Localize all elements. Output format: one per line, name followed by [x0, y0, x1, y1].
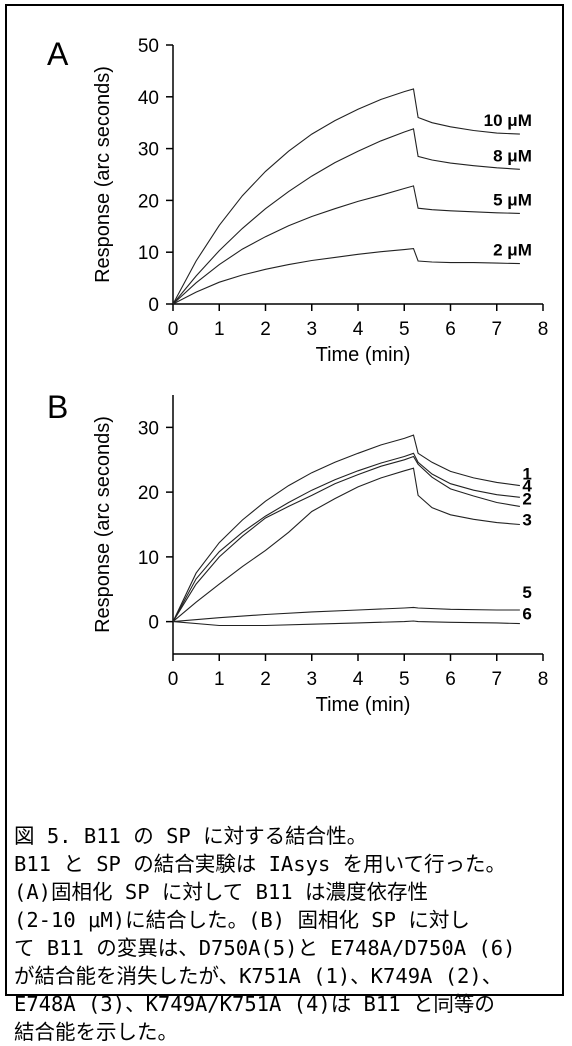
series-line-2uM: [172, 248, 520, 305]
y-tick-label: 30: [138, 418, 159, 439]
x-tick-label: 6: [445, 669, 456, 690]
figure-frame: [5, 4, 564, 996]
panel-b-y-axis-label: Response (arc seconds): [92, 416, 114, 633]
x-tick-label: 5: [399, 319, 410, 340]
x-tick-label: 6: [445, 319, 456, 340]
panel-b-letter: B: [47, 389, 68, 425]
series-label: 5: [522, 583, 531, 602]
series-label: 6: [522, 605, 531, 624]
series-label: 2: [522, 489, 531, 508]
series-line-4: [172, 452, 520, 622]
series-label: 1: [522, 465, 531, 484]
series-line-2: [172, 455, 520, 622]
panel-b-x-axis-label: Time (min): [316, 694, 411, 716]
series-line-8uM: [172, 128, 520, 305]
series-line-6: [172, 620, 520, 627]
caption-line: (2-10 μM)に結合した。(B) 固相化 SP に対し: [14, 908, 470, 932]
panel-b-chart: B Response (arc seconds) Time (min) 0102…: [47, 389, 548, 716]
y-tick-label: 10: [138, 243, 159, 264]
y-tick-label: 30: [138, 140, 159, 161]
x-tick-label: 1: [214, 669, 225, 690]
caption-line: (A)固相化 SP に対して B11 は濃度依存性: [14, 880, 428, 904]
series-line-1: [172, 434, 520, 622]
figure-canvas: A Response (arc seconds) Time (min) 0102…: [47, 36, 548, 716]
series-label: 8 μM: [493, 146, 532, 165]
caption-line: が結合能を消失したが、K751A (1)、K749A (2)、: [14, 964, 503, 988]
figure-caption: 図 5. B11 の SP に対する結合性。 B11 と SP の結合実験は I…: [14, 822, 554, 1046]
x-tick-label: 0: [168, 319, 179, 340]
series-label: 3: [522, 511, 531, 530]
y-tick-label: 50: [138, 36, 159, 57]
caption-line: 図 5. B11 の SP に対する結合性。: [14, 824, 368, 848]
series-line-10uM: [172, 88, 520, 305]
x-tick-label: 1: [214, 319, 225, 340]
caption-line: 結合能を示した。: [14, 1020, 178, 1044]
y-tick-label: 0: [148, 613, 159, 634]
x-tick-label: 8: [538, 669, 549, 690]
x-tick-label: 5: [399, 669, 410, 690]
series-label: 4: [522, 476, 532, 495]
series-label: 2 μM: [493, 241, 532, 260]
x-tick-label: 8: [538, 319, 549, 340]
caption-line: B11 と SP の結合実験は IAsys を用いて行った。: [14, 852, 507, 876]
series-label: 10 μM: [484, 111, 532, 130]
x-tick-label: 3: [306, 319, 317, 340]
caption-line: て B11 の変異は、D750A(5)と E748A/D750A (6): [14, 936, 516, 960]
x-tick-label: 4: [353, 319, 364, 340]
x-tick-label: 4: [353, 669, 364, 690]
y-tick-label: 20: [138, 191, 159, 212]
panel-a-letter: A: [47, 36, 69, 72]
x-tick-label: 7: [491, 669, 502, 690]
x-tick-label: 7: [491, 319, 502, 340]
x-tick-label: 2: [260, 669, 271, 690]
x-tick-label: 0: [168, 669, 179, 690]
series-line-3: [172, 467, 520, 623]
y-tick-label: 10: [138, 548, 159, 569]
y-tick-label: 40: [138, 88, 159, 109]
series-line-5: [172, 606, 520, 623]
panel-a-chart: A Response (arc seconds) Time (min) 0102…: [47, 36, 548, 366]
y-tick-label: 0: [148, 295, 159, 316]
panel-a-y-axis-label: Response (arc seconds): [92, 66, 114, 283]
x-tick-label: 2: [260, 319, 271, 340]
series-label: 5 μM: [493, 190, 532, 209]
x-tick-label: 3: [306, 669, 317, 690]
caption-line: E748A (3)、K749A/K751A (4)は B11 と同等の: [14, 992, 495, 1016]
y-tick-label: 20: [138, 483, 159, 504]
series-line-5uM: [172, 185, 520, 305]
panel-a-x-axis-label: Time (min): [316, 344, 411, 366]
